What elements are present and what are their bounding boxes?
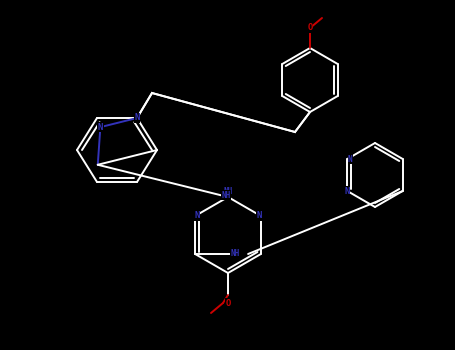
Text: N: N [98,122,103,132]
Text: NH: NH [222,190,231,199]
Text: N: N [348,154,353,163]
Text: O: O [225,299,231,308]
Text: NH: NH [223,187,233,196]
Text: N: N [344,187,350,196]
Text: N: N [134,113,140,122]
Text: O: O [307,23,313,33]
Text: N: N [256,211,262,220]
Text: N: N [194,211,200,220]
Text: NH: NH [231,250,240,259]
